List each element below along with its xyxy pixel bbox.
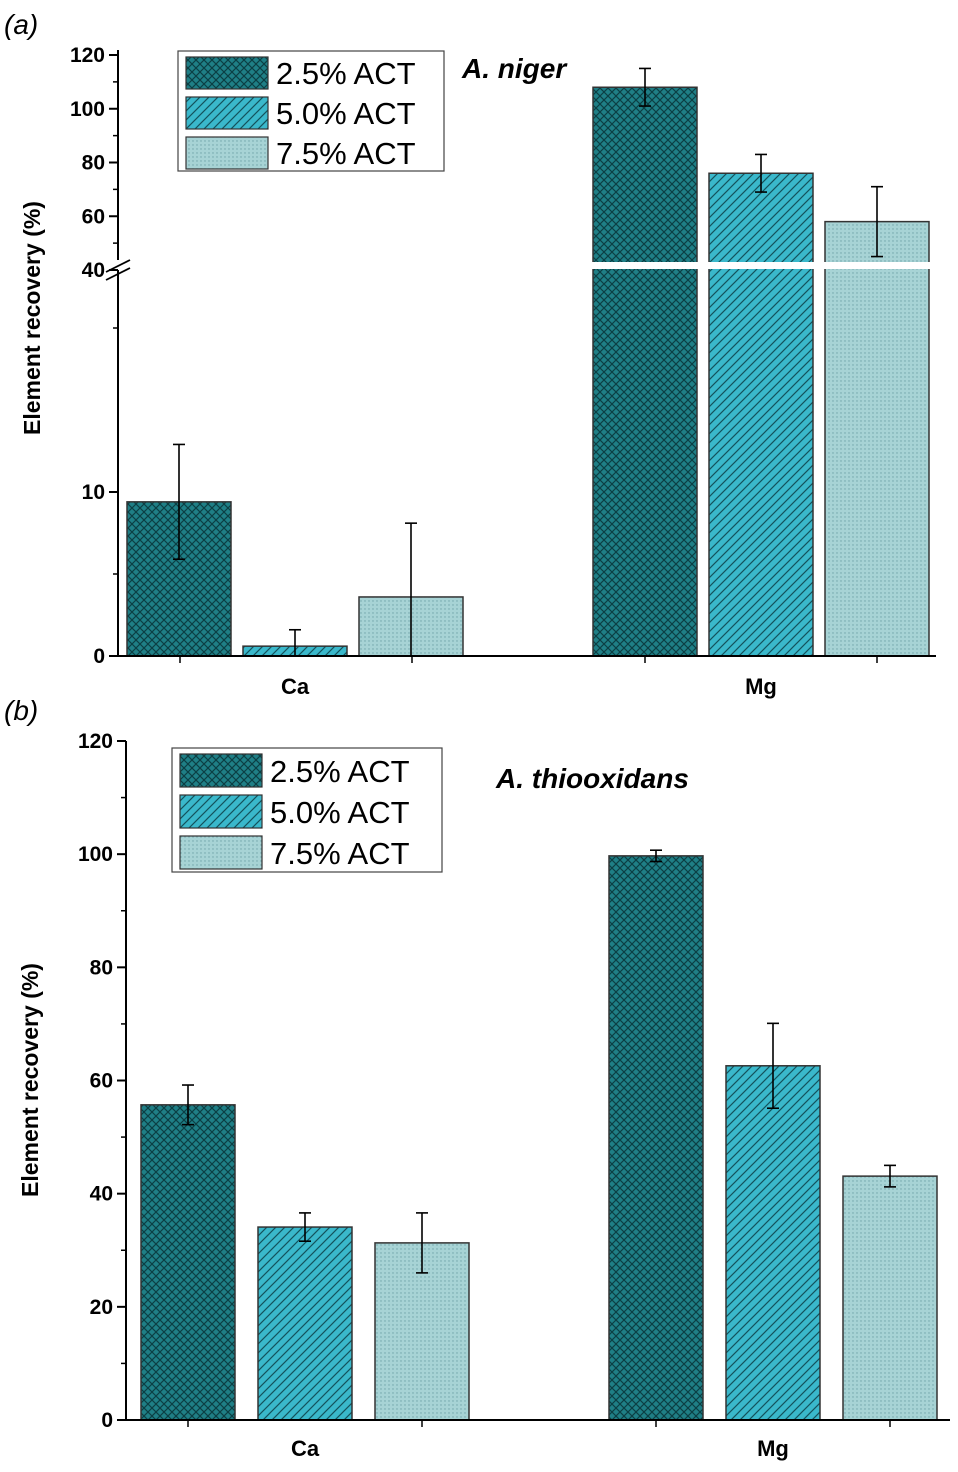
y-tick-label: 100 <box>70 98 105 121</box>
axis-break-band <box>590 262 936 269</box>
bar-7-5-act-mg <box>824 220 930 657</box>
bar-2-5-act-mg <box>608 855 704 1421</box>
legend-label-0: 2.5% ACT <box>270 754 410 789</box>
y-tick-label: 80 <box>90 956 113 979</box>
error-bar-2-mg <box>871 185 883 258</box>
legend-swatch-0 <box>179 753 263 788</box>
bar-2-5-act-ca <box>140 1104 236 1421</box>
legend-swatch-1 <box>185 96 269 130</box>
y-tick-label: 40 <box>82 259 105 282</box>
error-bar-0-ca <box>182 1084 194 1126</box>
y-tick-label: 100 <box>78 843 113 866</box>
legend-label-2: 7.5% ACT <box>276 136 416 171</box>
y-tick-label: 0 <box>101 1409 113 1432</box>
legend-swatch-1 <box>179 794 263 829</box>
panel-b-title: A. thiooxidans <box>495 763 689 794</box>
bar-5-0-act-mg <box>725 1065 821 1421</box>
y-tick-label: 40 <box>90 1183 113 1206</box>
legend-swatch-2 <box>179 835 263 870</box>
x-category-label-ca: Ca <box>281 674 310 699</box>
panel-b-y-axis-label: Element recovery (%) <box>17 963 43 1197</box>
y-tick-label: 60 <box>90 1070 113 1093</box>
panel-b-chart: (b) Element recovery (%) A. thiooxidans … <box>4 695 950 1461</box>
error-bar-1-mg <box>755 153 767 193</box>
x-category-label-mg: Mg <box>757 1436 789 1461</box>
bar-7-5-act-mg <box>842 1175 938 1421</box>
error-bar-0-mg <box>650 849 662 863</box>
x-category-label-mg: Mg <box>745 674 777 699</box>
bar-2-5-act-mg <box>592 86 698 657</box>
error-bar-2-ca <box>416 1212 428 1274</box>
x-category-label-ca: Ca <box>291 1436 320 1461</box>
legend-label-0: 2.5% ACT <box>276 56 416 91</box>
y-tick-label: 60 <box>82 205 105 228</box>
error-bar-0-mg <box>639 67 651 107</box>
legend-swatch-0 <box>185 56 269 90</box>
y-tick-label: 120 <box>78 730 113 753</box>
y-tick-label: 10 <box>82 481 105 504</box>
error-bar-1-ca <box>299 1212 311 1242</box>
y-tick-label: 80 <box>82 152 105 175</box>
panel-a-chart: (a) Element recovery (%) A. niger 0 10 40 6… <box>4 9 936 699</box>
error-bar-0-ca <box>173 443 185 561</box>
panel-a-title: A. niger <box>461 53 568 84</box>
y-tick-label: 120 <box>70 44 105 67</box>
legend-label-1: 5.0% ACT <box>270 795 410 830</box>
legend-label-2: 7.5% ACT <box>270 836 410 871</box>
legend-label-1: 5.0% ACT <box>276 96 416 131</box>
panel-a-y-axis-label: Element recovery (%) <box>19 201 45 435</box>
panel-b-label: (b) <box>4 695 38 726</box>
error-bar-2-mg <box>884 1164 896 1188</box>
y-tick-label: 20 <box>90 1296 113 1319</box>
legend-swatch-2 <box>185 136 269 170</box>
panel-a-label: (a) <box>4 9 38 40</box>
axis-break-mark <box>105 267 131 281</box>
bar-5-0-act-mg <box>708 172 814 657</box>
error-bar-1-mg <box>767 1022 779 1110</box>
bar-5-0-act-ca <box>257 1226 353 1421</box>
y-tick-label: 0 <box>93 645 105 668</box>
